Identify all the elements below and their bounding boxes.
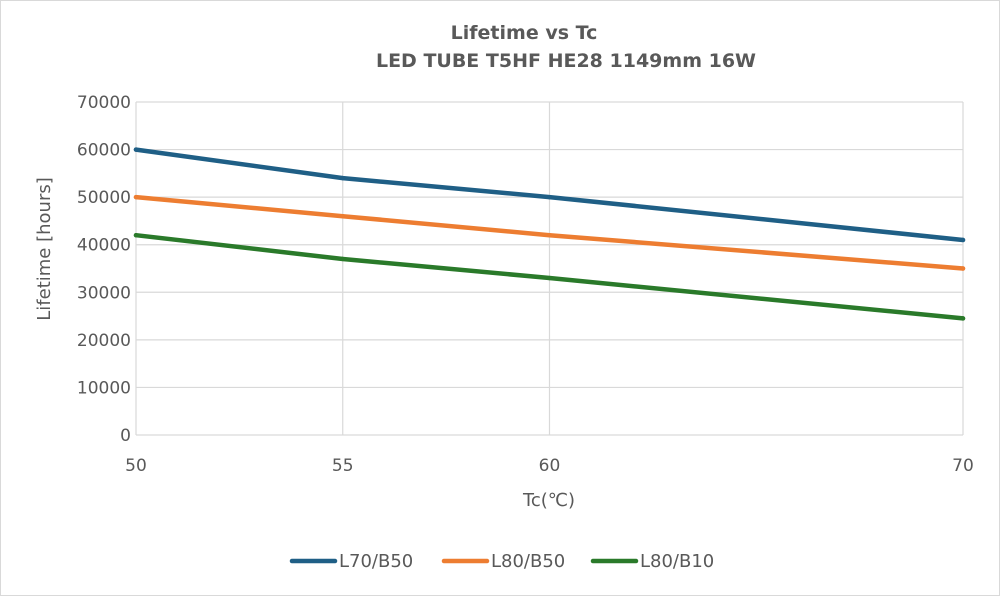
- data-point: [340, 213, 345, 219]
- data-point: [133, 194, 139, 200]
- legend: L70/B50 L80/B50 L80/B10: [289, 551, 714, 572]
- x-tick-label: 55: [332, 456, 354, 476]
- chart-title-line1: Lifetime vs Tc: [451, 22, 598, 44]
- data-point: [960, 266, 966, 271]
- y-tick-label: 50000: [77, 188, 131, 208]
- data-point: [340, 256, 345, 262]
- y-tick-label: 0: [120, 426, 131, 446]
- chart-title-line2: LED TUBE T5HF HE28 1149mm 16W: [376, 50, 756, 72]
- grid-layer: [135, 101, 964, 436]
- y-axis-title: Lifetime [hours]: [34, 177, 55, 320]
- x-tick-label: 50: [125, 456, 147, 476]
- x-axis-title: Tc(℃): [522, 490, 575, 511]
- data-point: [960, 316, 966, 321]
- y-tick-label: 10000: [77, 378, 131, 398]
- series-line-l80-b10: [133, 232, 966, 321]
- y-tick-label: 60000: [77, 141, 131, 161]
- legend-label-l80-b50: L80/B50: [491, 551, 565, 572]
- legend-label-l70-b50: L70/B50: [339, 551, 413, 572]
- y-tick-label: 20000: [77, 331, 131, 351]
- data-point: [340, 175, 345, 181]
- y-tick-label: 30000: [77, 283, 131, 303]
- axis-layer: 0 10000 20000 30000 40000 50000 60000 70000 50 55…: [77, 93, 974, 476]
- series-line-l70-b50: [133, 147, 966, 243]
- x-tick-label: 70: [952, 456, 974, 476]
- series-line-l80-b50: [133, 194, 966, 271]
- data-point: [133, 233, 139, 238]
- data-point: [547, 233, 552, 238]
- y-tick-label: 40000: [77, 236, 131, 256]
- legend-label-l80-b10: L80/B10: [640, 551, 714, 572]
- data-point: [547, 275, 552, 281]
- data-point: [960, 237, 966, 243]
- data-point: [133, 147, 139, 152]
- x-tick-label: 60: [539, 456, 561, 476]
- data-point: [547, 194, 552, 200]
- series-layer: [133, 147, 966, 321]
- y-tick-label: 70000: [77, 93, 131, 113]
